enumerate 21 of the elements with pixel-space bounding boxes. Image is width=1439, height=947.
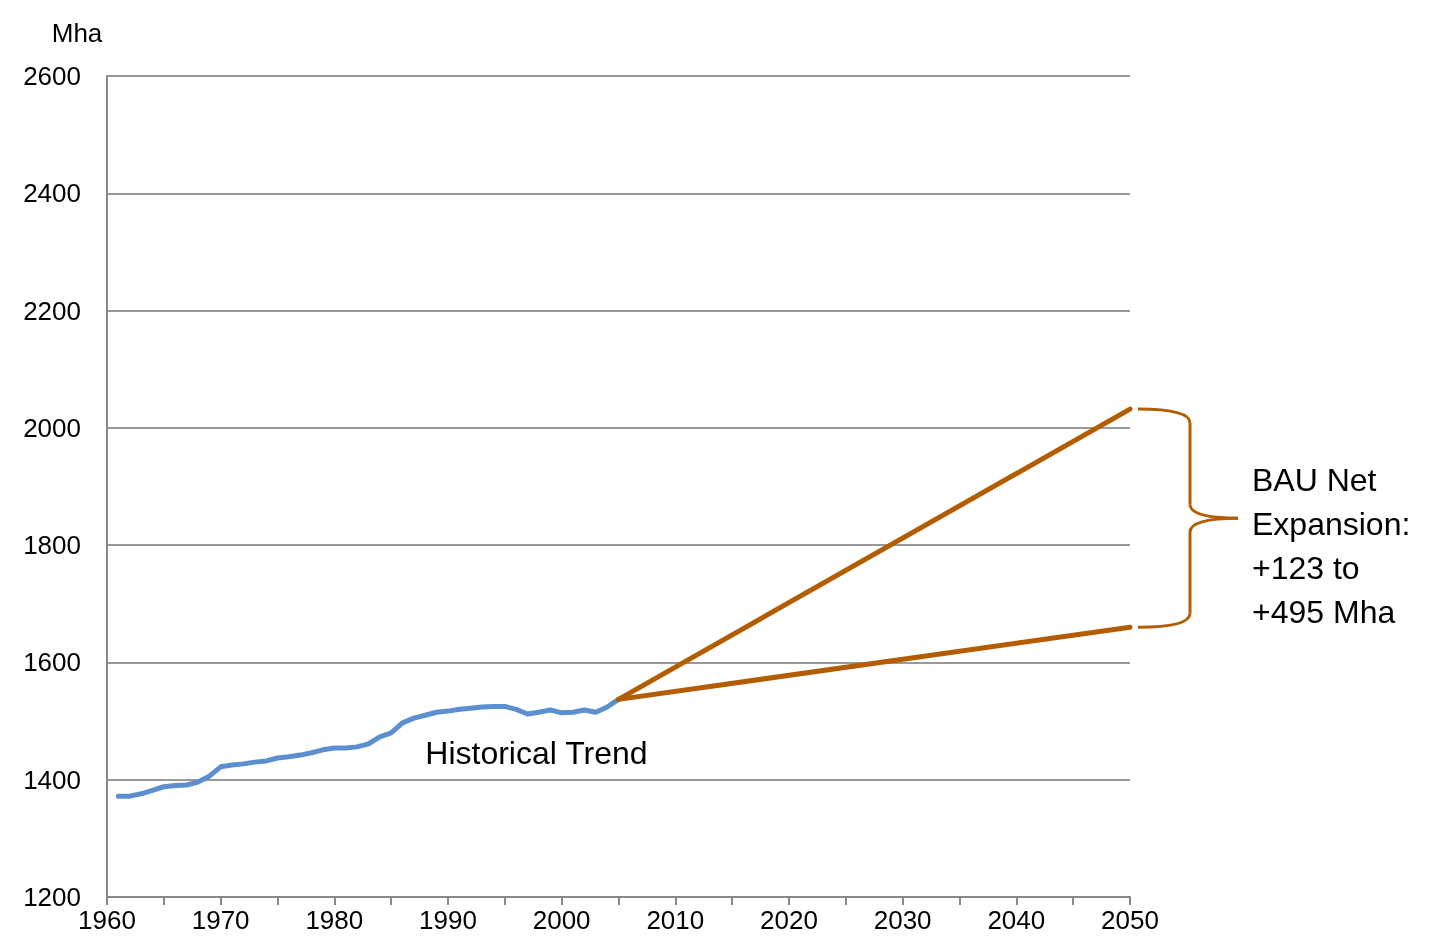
x-tick-label: 2020: [760, 905, 818, 935]
y-tick-label: 1800: [23, 530, 81, 561]
x-tick-label: 2000: [532, 905, 591, 935]
x-tick-label: 1980: [305, 905, 364, 935]
y-tick-label: 1400: [23, 764, 81, 795]
y-axis-title: Mha: [51, 18, 103, 48]
x-tick-label: 1960: [78, 905, 136, 935]
y-tick-label: 1200: [23, 882, 81, 912]
x-tick-label: 2040: [987, 905, 1046, 935]
x-tick-label: 2050: [1101, 905, 1159, 935]
y-tick-label: 2400: [23, 178, 81, 209]
x-tick-label: 1970: [191, 905, 250, 935]
series-label: Historical Trend: [425, 735, 648, 772]
y-tick-label: 2600: [23, 61, 81, 91]
y-tick-label: 2000: [23, 412, 81, 443]
x-tick-label: 2030: [873, 905, 932, 935]
x-tick-label: 1990: [419, 905, 477, 935]
y-tick-label: 2200: [23, 295, 81, 326]
y-tick-label: 1600: [23, 647, 81, 678]
x-tick-label: 2010: [646, 905, 705, 935]
text: BAU Net Expansion: +123 to +495 Mha: [1252, 462, 1411, 631]
